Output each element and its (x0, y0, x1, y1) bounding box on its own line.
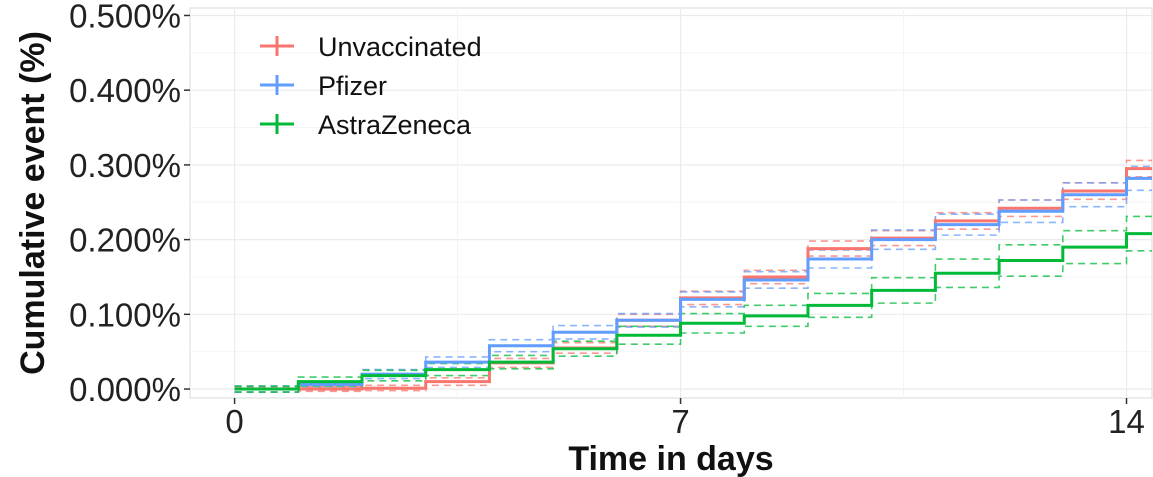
x-tick-label-2: 14 (1108, 403, 1145, 440)
y-tick-label-5: 0.500% (69, 0, 181, 34)
x-axis-title: Time in days (568, 440, 773, 477)
series-pfizer-lower-ci (234, 189, 1152, 393)
series-lines (234, 167, 1152, 391)
x-axis-ticks: 0 7 14 (225, 398, 1145, 440)
y-tick-label-3: 0.300% (69, 147, 181, 184)
y-axis-title: Cumulative event (%) (14, 31, 52, 375)
y-tick-label-0: 0.000% (69, 371, 181, 408)
y-axis-ticks: 0.000% 0.100% 0.200% 0.300% 0.400% 0.500% (69, 0, 190, 408)
legend-label-astrazeneca: AstraZeneca (318, 110, 472, 140)
plot-panel (189, 7, 1153, 399)
series-astrazeneca-upper-ci (234, 215, 1152, 387)
series-astrazeneca-line (234, 232, 1152, 391)
x-tick-label-0: 0 (225, 403, 243, 440)
y-tick-label-1: 0.100% (69, 296, 181, 333)
x-tick-label-1: 7 (671, 403, 689, 440)
series-astrazeneca-lower-ci (234, 250, 1152, 393)
y-tick-label-4: 0.400% (69, 72, 181, 109)
legend-label-unvaccinated: Unvaccinated (318, 32, 482, 62)
legend-label-pfizer: Pfizer (318, 71, 387, 101)
series-unvaccinated-lower-ci (234, 176, 1152, 393)
legend: Unvaccinated Pfizer AstraZeneca (260, 32, 482, 140)
y-tick-label-2: 0.200% (69, 222, 181, 259)
